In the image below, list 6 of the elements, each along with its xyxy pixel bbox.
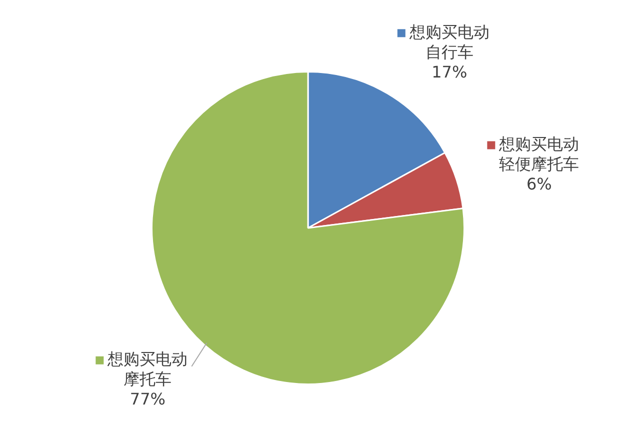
data-label: 77% [130,390,166,409]
legend-label: 想购买电动摩托车 [106,350,188,389]
data-label: 6% [526,174,552,194]
data-label: 17% [432,62,468,82]
legend-label: 想购买电动自行车 [408,22,490,62]
legend-label: 想购买电动轻便摩托车 [498,134,580,174]
